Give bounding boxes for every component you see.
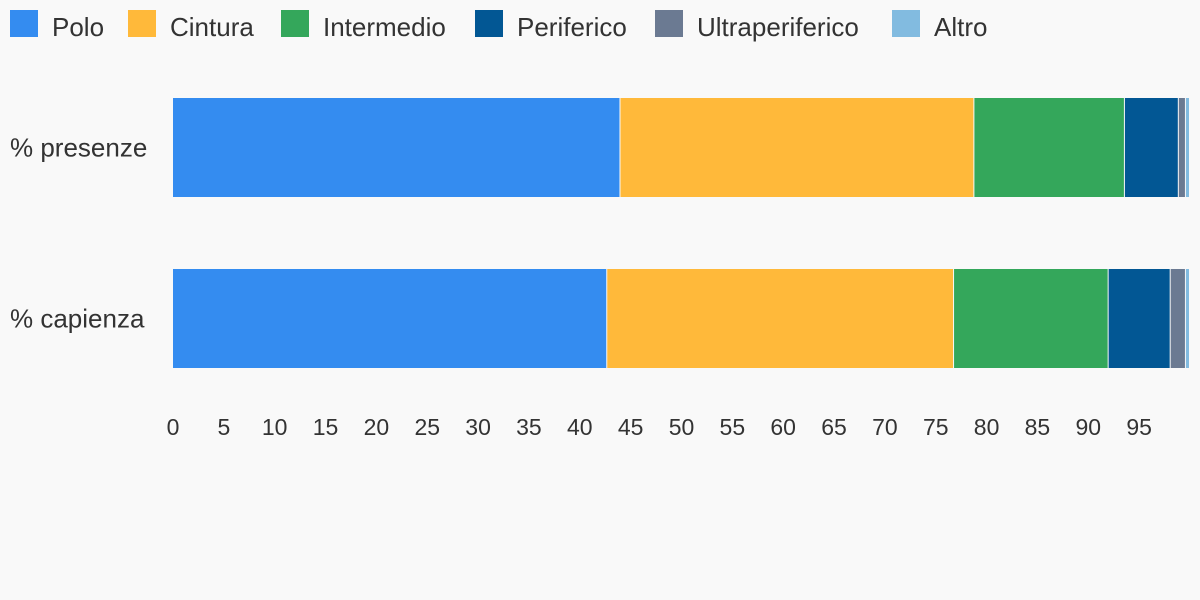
x-axis: 0 5 10 15 20 25 30 35 40 45 50 55 60 65 70 75 80 85 90 95 <box>167 414 1152 440</box>
bar-pct-presenze-intermedio <box>974 98 1124 197</box>
x-tick-label-0: 0 <box>167 414 180 440</box>
x-tick-label-95: 95 <box>1126 414 1152 440</box>
x-tick-label-60: 60 <box>770 414 796 440</box>
legend-label-cintura: Cintura <box>170 12 254 42</box>
bar-pct-capienza-periferico <box>1108 269 1170 368</box>
bar-pct-capienza-altro <box>1185 269 1189 368</box>
category-label-pct-presenze: % presenze <box>10 133 147 163</box>
x-tick-label-90: 90 <box>1076 414 1102 440</box>
bar-pct-presenze-ultraperiferico <box>1178 98 1185 197</box>
bar-pct-presenze-altro <box>1185 98 1189 197</box>
x-tick-label-10: 10 <box>262 414 288 440</box>
legend-label-intermedio: Intermedio <box>323 12 446 42</box>
bar-pct-capienza-polo <box>173 269 607 368</box>
x-tick-label-65: 65 <box>821 414 847 440</box>
x-tick-label-45: 45 <box>618 414 644 440</box>
bar-pct-presenze-periferico <box>1124 98 1178 197</box>
legend-swatch-ultraperiferico <box>655 10 683 37</box>
x-tick-label-5: 5 <box>217 414 230 440</box>
x-tick-label-75: 75 <box>923 414 949 440</box>
x-tick-label-80: 80 <box>974 414 1000 440</box>
bar-pct-presenze-cintura <box>620 98 974 197</box>
x-tick-label-30: 30 <box>465 414 491 440</box>
bar-pct-capienza-intermedio <box>954 269 1108 368</box>
legend-label-ultraperiferico: Ultraperiferico <box>697 12 859 42</box>
legend-swatch-cintura <box>128 10 156 37</box>
x-tick-label-35: 35 <box>516 414 542 440</box>
legend-swatch-polo <box>10 10 38 37</box>
legend-label-polo: Polo <box>52 12 104 42</box>
category-labels: % presenze % capienza <box>10 133 147 334</box>
bar-pct-presenze-polo <box>173 98 620 197</box>
bar-pct-capienza-ultraperiferico <box>1170 269 1185 368</box>
x-tick-label-55: 55 <box>720 414 746 440</box>
x-tick-label-20: 20 <box>364 414 390 440</box>
legend-swatch-periferico <box>475 10 503 37</box>
x-tick-label-85: 85 <box>1025 414 1051 440</box>
x-tick-label-40: 40 <box>567 414 593 440</box>
x-tick-label-50: 50 <box>669 414 695 440</box>
x-tick-label-70: 70 <box>872 414 898 440</box>
x-tick-label-25: 25 <box>414 414 440 440</box>
legend: Polo Cintura Intermedio Periferico Ultraperi… <box>10 10 987 42</box>
legend-swatch-altro <box>892 10 920 37</box>
category-label-pct-capienza: % capienza <box>10 304 145 334</box>
legend-swatch-intermedio <box>281 10 309 37</box>
bar-pct-capienza-cintura <box>607 269 954 368</box>
bars <box>173 98 1189 368</box>
legend-label-altro: Altro <box>934 12 987 42</box>
legend-label-periferico: Periferico <box>517 12 627 42</box>
x-tick-label-15: 15 <box>313 414 339 440</box>
